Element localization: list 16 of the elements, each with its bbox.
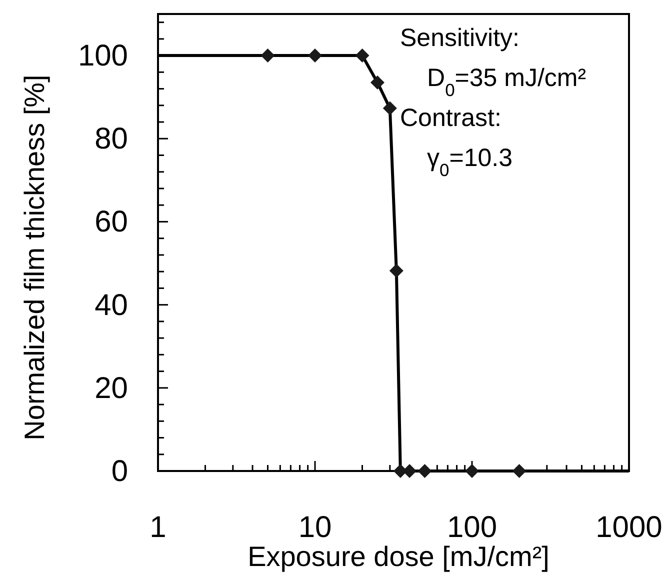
y-tick-label: 0 [111,455,128,488]
x-tick-label: 100 [446,511,498,544]
y-tick-label: 100 [78,40,128,73]
x-tick-label: 1 [150,511,166,544]
x-tick-label: 1000 [596,511,662,544]
y-tick-label: 60 [94,206,128,239]
y-tick-label: 40 [94,288,128,322]
annotation: γ$_{0}$=10.3 [427,144,512,180]
annotation: Contrast: [400,104,502,132]
y-tick-label: 80 [94,122,128,156]
annotation: Sensitivity: [400,24,520,52]
x-axis-title: Exposure dose [mJ/cm²] [248,541,550,572]
x-tick-label: 10 [298,511,332,544]
annotation: D$_{0}$=35 mJ/cm² [427,64,586,100]
y-axis-title: Normalized film thickness [%] [19,74,50,440]
y-tick-label: 20 [94,372,128,405]
